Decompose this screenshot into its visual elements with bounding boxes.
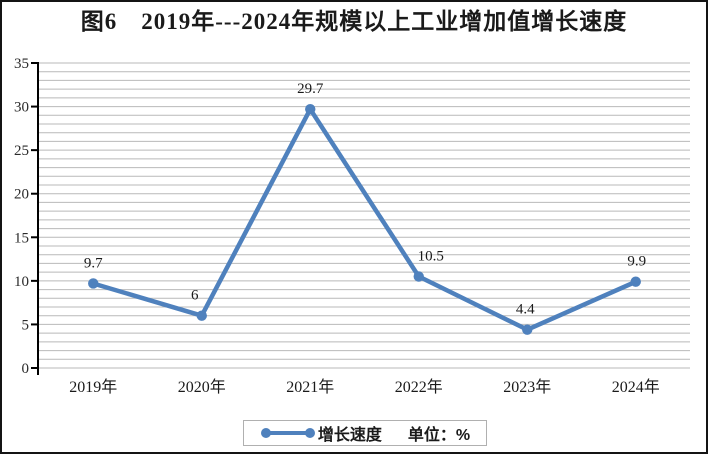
x-category-label: 2019年 (69, 378, 117, 396)
legend-series-label: 增长速度 (317, 427, 382, 444)
y-tick-label: 10 (14, 274, 29, 290)
data-point-label: 9.7 (84, 255, 103, 271)
data-point-marker (305, 103, 316, 115)
y-tick-label: 25 (14, 143, 29, 159)
data-point-label: 9.9 (627, 254, 646, 270)
x-category-label: 2024年 (612, 378, 660, 396)
data-point-marker (196, 310, 207, 321)
y-tick-label: 30 (14, 100, 29, 116)
y-tick-label: 0 (22, 361, 30, 377)
data-point-label: 29.7 (297, 81, 324, 97)
legend-box: 增长速度 单位：% (243, 420, 487, 446)
data-point-label: 4.4 (516, 302, 535, 318)
y-tick-label: 15 (14, 230, 29, 246)
x-category-label: 2022年 (395, 378, 443, 396)
legend-unit-label: 单位：% (407, 427, 471, 444)
x-category-label: 2023年 (503, 378, 551, 396)
data-point-marker (413, 271, 424, 282)
x-category-label: 2021年 (286, 378, 334, 396)
x-category-label: 2020年 (178, 378, 226, 396)
chart-title: 图6 2019年---2024年规模以上工业增加值增长速度 (80, 9, 628, 34)
series-line-marker-icon (260, 428, 315, 438)
data-point-label: 6 (191, 288, 199, 304)
data-point-marker (88, 278, 99, 289)
y-tick-label: 5 (22, 317, 30, 333)
data-point-marker (630, 276, 641, 287)
data-point-label: 10.5 (418, 249, 444, 265)
y-tick-label: 35 (14, 56, 29, 72)
series-line (91, 106, 638, 332)
y-tick-label: 20 (14, 187, 29, 203)
data-point-marker (522, 324, 533, 335)
